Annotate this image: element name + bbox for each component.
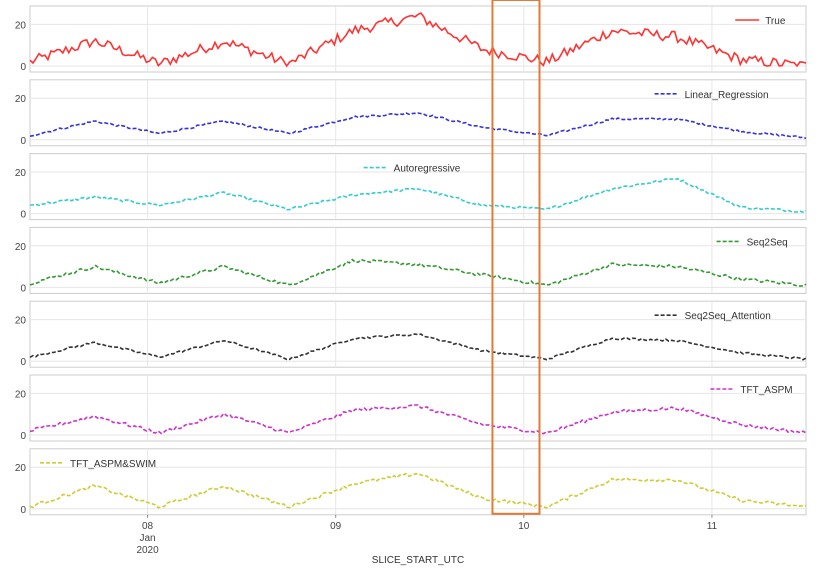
panel-7-frame	[29, 448, 807, 516]
panel-3-series-line	[29, 177, 807, 213]
panel-5-ytick-label: 20	[15, 316, 27, 327]
xtick-sublabel-year: 2020	[136, 545, 159, 556]
xtick-sublabel-month: Jan	[140, 533, 156, 544]
x-axis-label: SLICE_START_UTC	[372, 555, 464, 566]
panel-4-ytick-label: 0	[20, 283, 26, 294]
panel-3-frame	[29, 153, 807, 221]
panel-1-series-line	[29, 12, 807, 68]
panel-2-series-line	[29, 112, 807, 140]
panel-5-legend-label: Seq2Seq_Attention	[685, 311, 771, 322]
panel-6-ytick-label: 20	[15, 389, 27, 400]
panel-6-frame	[29, 374, 807, 442]
panel-3-legend-label: Autoregressive	[394, 164, 461, 175]
panel-2-legend-label: Linear_Regression	[685, 90, 769, 101]
panel-4-ytick-label: 20	[15, 242, 27, 253]
panel-2-ytick-label: 20	[15, 94, 27, 105]
xtick-label: 09	[330, 521, 342, 532]
panel-6-ytick-label: 0	[20, 431, 26, 442]
panel-6-series-line	[29, 404, 807, 435]
xtick-label: 08	[142, 521, 154, 532]
panel-4-series-line	[29, 258, 807, 287]
panel-4-frame	[29, 226, 807, 294]
panel-4-legend-label: Seq2Seq	[747, 237, 788, 248]
panel-2-ytick-label: 0	[20, 136, 26, 147]
panel-3-ytick-label: 20	[15, 168, 27, 179]
panel-7-series-line	[29, 472, 807, 509]
panel-1-ytick-label: 0	[20, 62, 26, 73]
panel-3-ytick-label: 0	[20, 210, 26, 221]
xtick-label: 10	[518, 521, 530, 532]
panel-5-frame	[29, 300, 807, 368]
xtick-label: 11	[707, 521, 718, 532]
panel-1-ytick-label: 20	[15, 20, 27, 31]
panel-1-legend-label: True	[765, 16, 786, 27]
panel-6-legend-label: TFT_ASPM	[740, 385, 792, 396]
panel-7-legend-label: TFT_ASPM&SWIM	[70, 459, 156, 470]
panel-7-ytick-label: 0	[20, 505, 26, 516]
panel-5-ytick-label: 0	[20, 357, 26, 368]
highlight-box	[491, 0, 541, 515]
panel-7-ytick-label: 20	[15, 463, 27, 474]
